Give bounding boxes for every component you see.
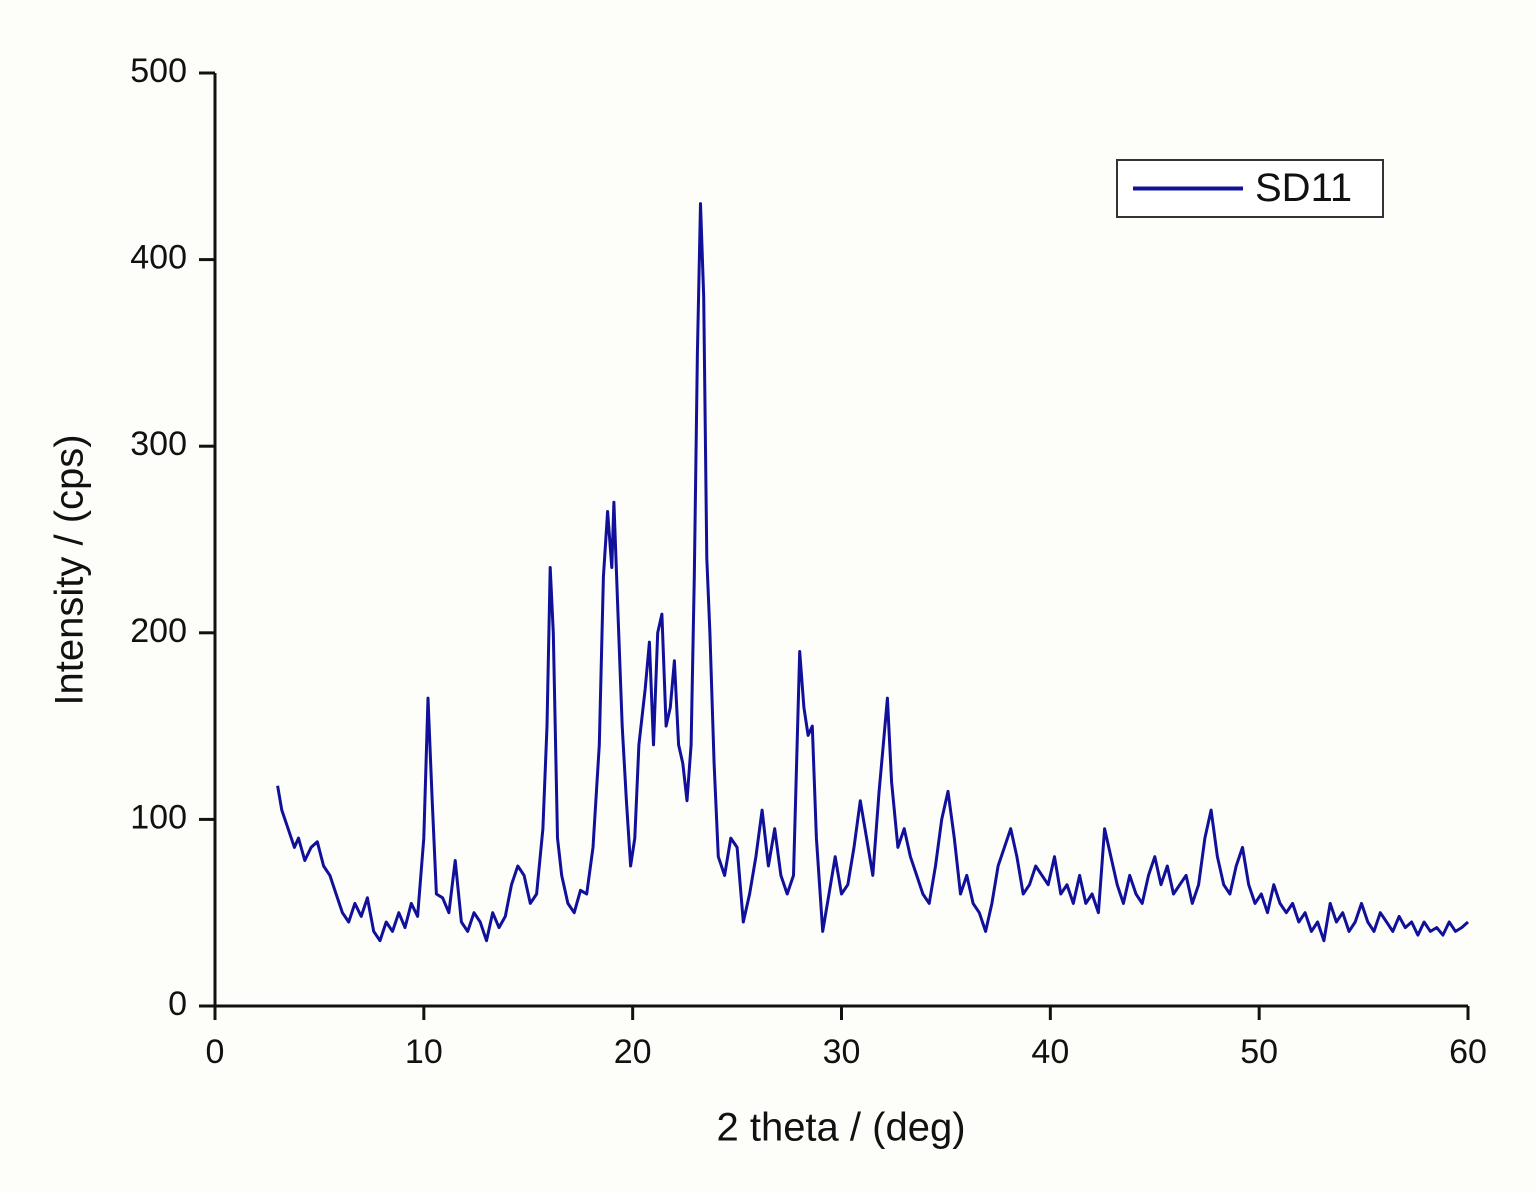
y-tick-label: 200 xyxy=(130,612,187,650)
y-tick-label: 100 xyxy=(130,798,187,836)
x-tick-label: 40 xyxy=(1031,1033,1069,1071)
y-tick-label: 500 xyxy=(130,52,187,90)
x-tick-label: 20 xyxy=(614,1033,652,1071)
x-tick-label: 0 xyxy=(206,1033,225,1071)
x-axis-label: 2 theta / (deg) xyxy=(716,1106,965,1150)
x-tick-label: 50 xyxy=(1240,1033,1278,1071)
legend-label: SD11 xyxy=(1255,166,1352,210)
x-tick-label: 60 xyxy=(1449,1033,1487,1071)
y-tick-label: 400 xyxy=(130,239,187,277)
y-tick-label: 300 xyxy=(130,425,187,463)
data-line xyxy=(276,202,1469,943)
x-tick-label: 30 xyxy=(823,1033,861,1071)
x-tick-label: 10 xyxy=(405,1033,443,1071)
y-axis-label: Intensity / (cps) xyxy=(48,434,92,705)
y-tick-label: 0 xyxy=(168,985,187,1023)
